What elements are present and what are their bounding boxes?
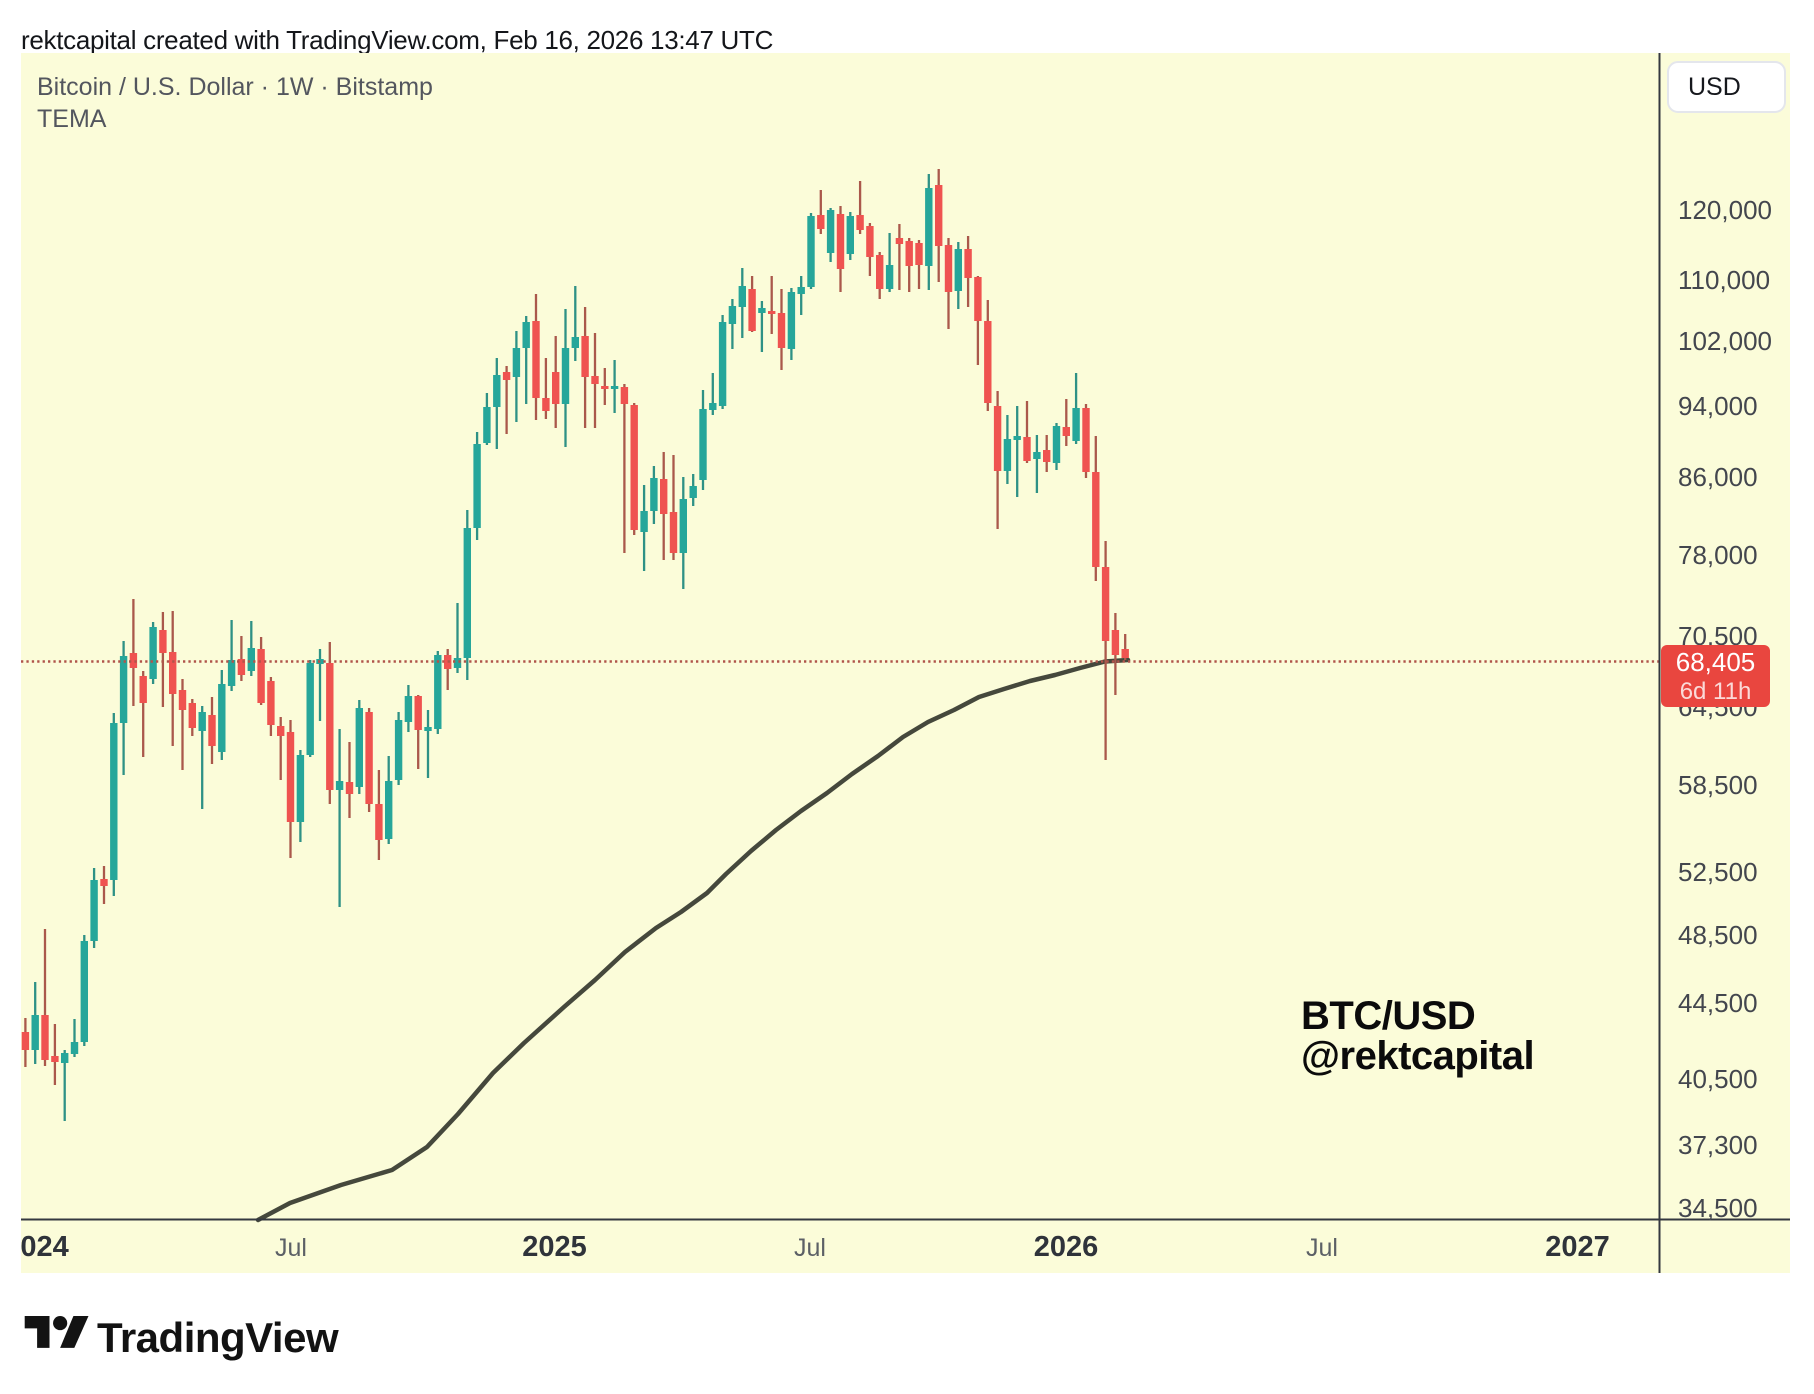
svg-text:Jul: Jul: [1306, 1234, 1338, 1262]
svg-text:2025: 2025: [522, 1231, 587, 1263]
svg-text:2024: 2024: [4, 1231, 69, 1263]
svg-text:2027: 2027: [1545, 1231, 1610, 1263]
svg-text:Jul: Jul: [794, 1234, 826, 1262]
svg-text:2026: 2026: [1034, 1231, 1099, 1263]
svg-text:Jul: Jul: [275, 1234, 307, 1262]
